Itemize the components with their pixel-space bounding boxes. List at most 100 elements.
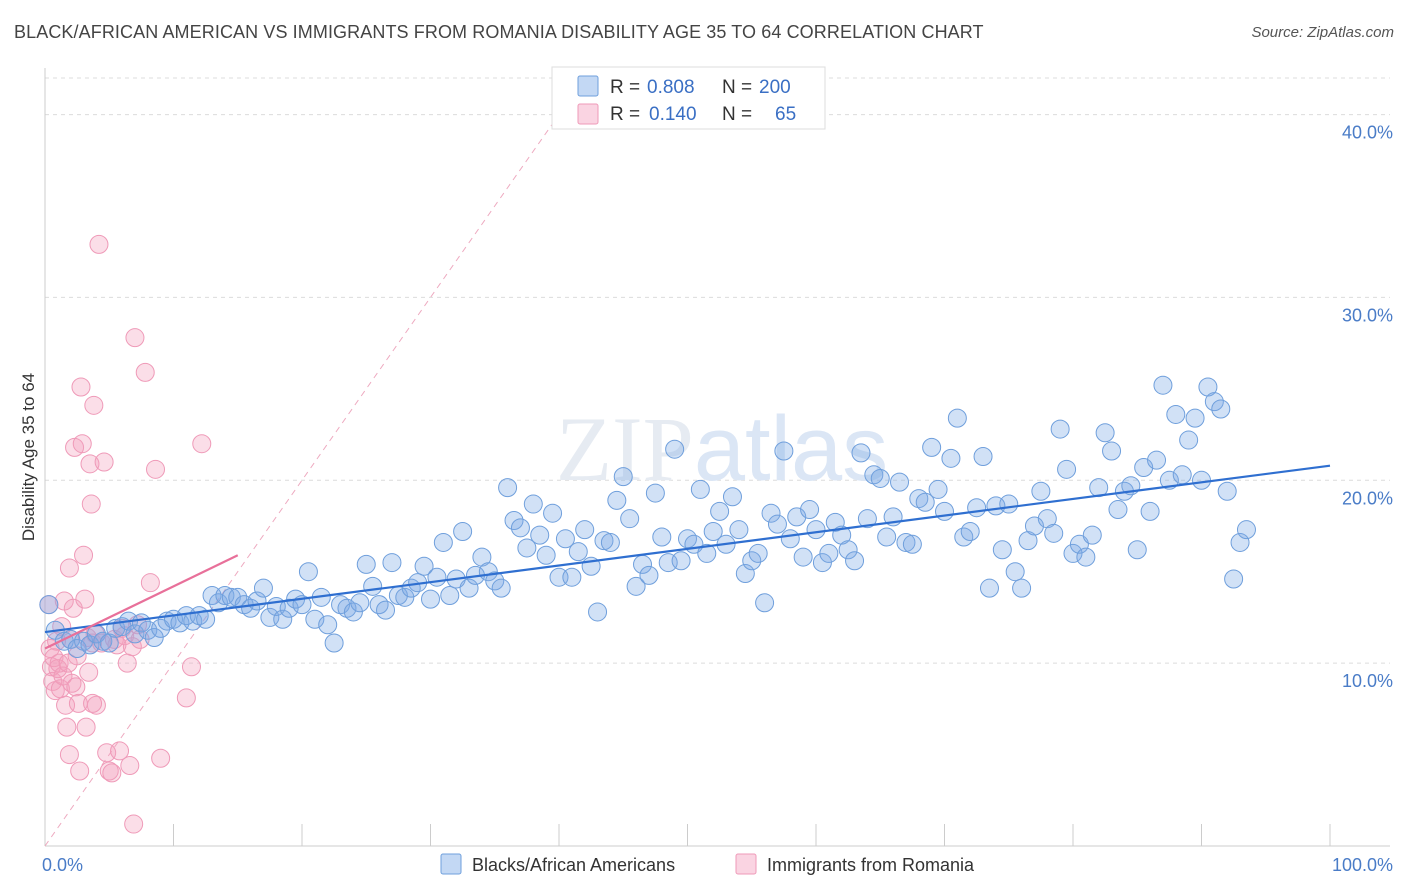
black-point-44 xyxy=(324,633,344,653)
black-point-101 xyxy=(690,479,710,499)
y-axis-title: Disability Age 35 to 64 xyxy=(19,373,38,541)
black-point-177 xyxy=(1179,430,1199,450)
black-point-183 xyxy=(1217,481,1237,501)
black-point-102 xyxy=(697,543,717,563)
reference-diagonal-line xyxy=(44,77,586,847)
black-point-121 xyxy=(819,543,839,563)
black-point-82 xyxy=(568,542,588,562)
black-point-144 xyxy=(967,498,987,518)
black-point-117 xyxy=(793,547,813,567)
legend-n-label-1: N = xyxy=(722,77,752,98)
black-point-148 xyxy=(992,540,1012,560)
black-point-103 xyxy=(703,521,723,541)
romania-point-61 xyxy=(192,434,212,454)
black-point-126 xyxy=(851,443,871,463)
watermark: ZIPatlas xyxy=(556,398,888,500)
legend-swatch-pink xyxy=(577,103,599,125)
black-point-158 xyxy=(1057,459,1077,479)
black-point-164 xyxy=(1095,423,1115,443)
black-point-127 xyxy=(857,509,877,529)
black-point-90 xyxy=(620,509,640,529)
y-tick-label-2: 30.0% xyxy=(1342,305,1393,325)
black-point-114 xyxy=(774,441,794,461)
black-point-86 xyxy=(594,531,614,551)
correlation-legend: R = 0.808 N = 200 R = 0.140 N = 65 xyxy=(551,66,826,130)
black-point-64 xyxy=(453,521,473,541)
black-point-13 xyxy=(125,624,145,644)
bottom-legend-swatch-pink xyxy=(735,853,757,875)
romania-point-55 xyxy=(135,362,155,382)
legend-n-label-2: N = xyxy=(722,104,752,125)
romania-point-29 xyxy=(76,717,96,737)
black-point-129 xyxy=(870,468,890,488)
legend-n-value-1: 200 xyxy=(759,77,791,98)
black-point-51 xyxy=(369,595,389,615)
black-point-161 xyxy=(1076,547,1096,567)
black-point-130 xyxy=(877,527,897,547)
romania-point-56 xyxy=(140,573,160,593)
black-point-73 xyxy=(510,518,530,538)
romania-points xyxy=(39,234,212,834)
black-point-150 xyxy=(1005,562,1025,582)
black-point-97 xyxy=(665,439,685,459)
source-credit: Source: ZipAtlas.com xyxy=(1251,24,1394,41)
black-point-139 xyxy=(935,501,954,521)
bottom-legend-label-blue: Blacks/African Americans xyxy=(472,855,675,875)
romania-point-24 xyxy=(70,761,90,781)
black-point-125 xyxy=(845,551,865,571)
black-point-71 xyxy=(498,478,518,498)
romania-point-49 xyxy=(117,653,137,673)
black-point-76 xyxy=(530,525,550,545)
black-point-118 xyxy=(800,500,820,520)
gridlines xyxy=(45,77,1390,664)
black-point-137 xyxy=(922,437,942,457)
black-point-184 xyxy=(1224,569,1244,589)
black-point-156 xyxy=(1044,523,1064,543)
romania-point-16 xyxy=(59,558,79,578)
black-point-181 xyxy=(1204,392,1224,412)
black-point-81 xyxy=(562,567,582,587)
black-point-138 xyxy=(928,479,948,499)
black-point-88 xyxy=(607,490,627,510)
romania-point-25 xyxy=(71,377,91,397)
black-point-94 xyxy=(645,483,665,503)
black-point-74 xyxy=(517,538,537,558)
romania-trend-line xyxy=(44,554,239,650)
black-point-93 xyxy=(639,565,659,585)
romania-point-4 xyxy=(44,648,64,668)
romania-point-26 xyxy=(72,434,92,454)
axes xyxy=(44,68,1390,847)
black-point-46 xyxy=(337,598,357,618)
x-tick-label-1: 100.0% xyxy=(1332,855,1393,875)
black-point-40 xyxy=(298,562,318,582)
black-point-85 xyxy=(588,602,608,622)
black-point-157 xyxy=(1050,419,1070,439)
romania-point-60 xyxy=(181,657,201,677)
y-tick-labels: 10.0% 20.0% 30.0% 40.0% xyxy=(1342,123,1393,692)
black-point-141 xyxy=(947,408,967,428)
chart-title: BLACK/AFRICAN AMERICAN VS IMMIGRANTS FRO… xyxy=(14,22,984,42)
legend-n-value-2: 65 xyxy=(775,104,796,125)
black-trend-line xyxy=(44,464,1331,634)
black-point-95 xyxy=(652,527,672,547)
identity-line xyxy=(44,77,586,847)
black-point-134 xyxy=(902,534,922,554)
black-point-145 xyxy=(973,447,993,467)
black-point-179 xyxy=(1192,470,1211,490)
black-point-124 xyxy=(838,540,858,560)
black-point-135 xyxy=(909,489,929,509)
romania-point-59 xyxy=(176,688,196,708)
romania-point-35 xyxy=(84,395,104,415)
black-point-17 xyxy=(151,618,171,638)
black-point-98 xyxy=(671,551,691,571)
black-point-115 xyxy=(780,529,800,549)
black-point-70 xyxy=(491,578,511,598)
romania-point-50 xyxy=(120,756,140,776)
romania-point-43 xyxy=(102,763,122,783)
black-point-41 xyxy=(305,609,325,629)
black-point-169 xyxy=(1127,540,1147,560)
black-point-69 xyxy=(485,571,505,591)
black-point-53 xyxy=(382,553,402,573)
black-point-89 xyxy=(613,467,633,487)
romania-point-32 xyxy=(80,454,100,474)
